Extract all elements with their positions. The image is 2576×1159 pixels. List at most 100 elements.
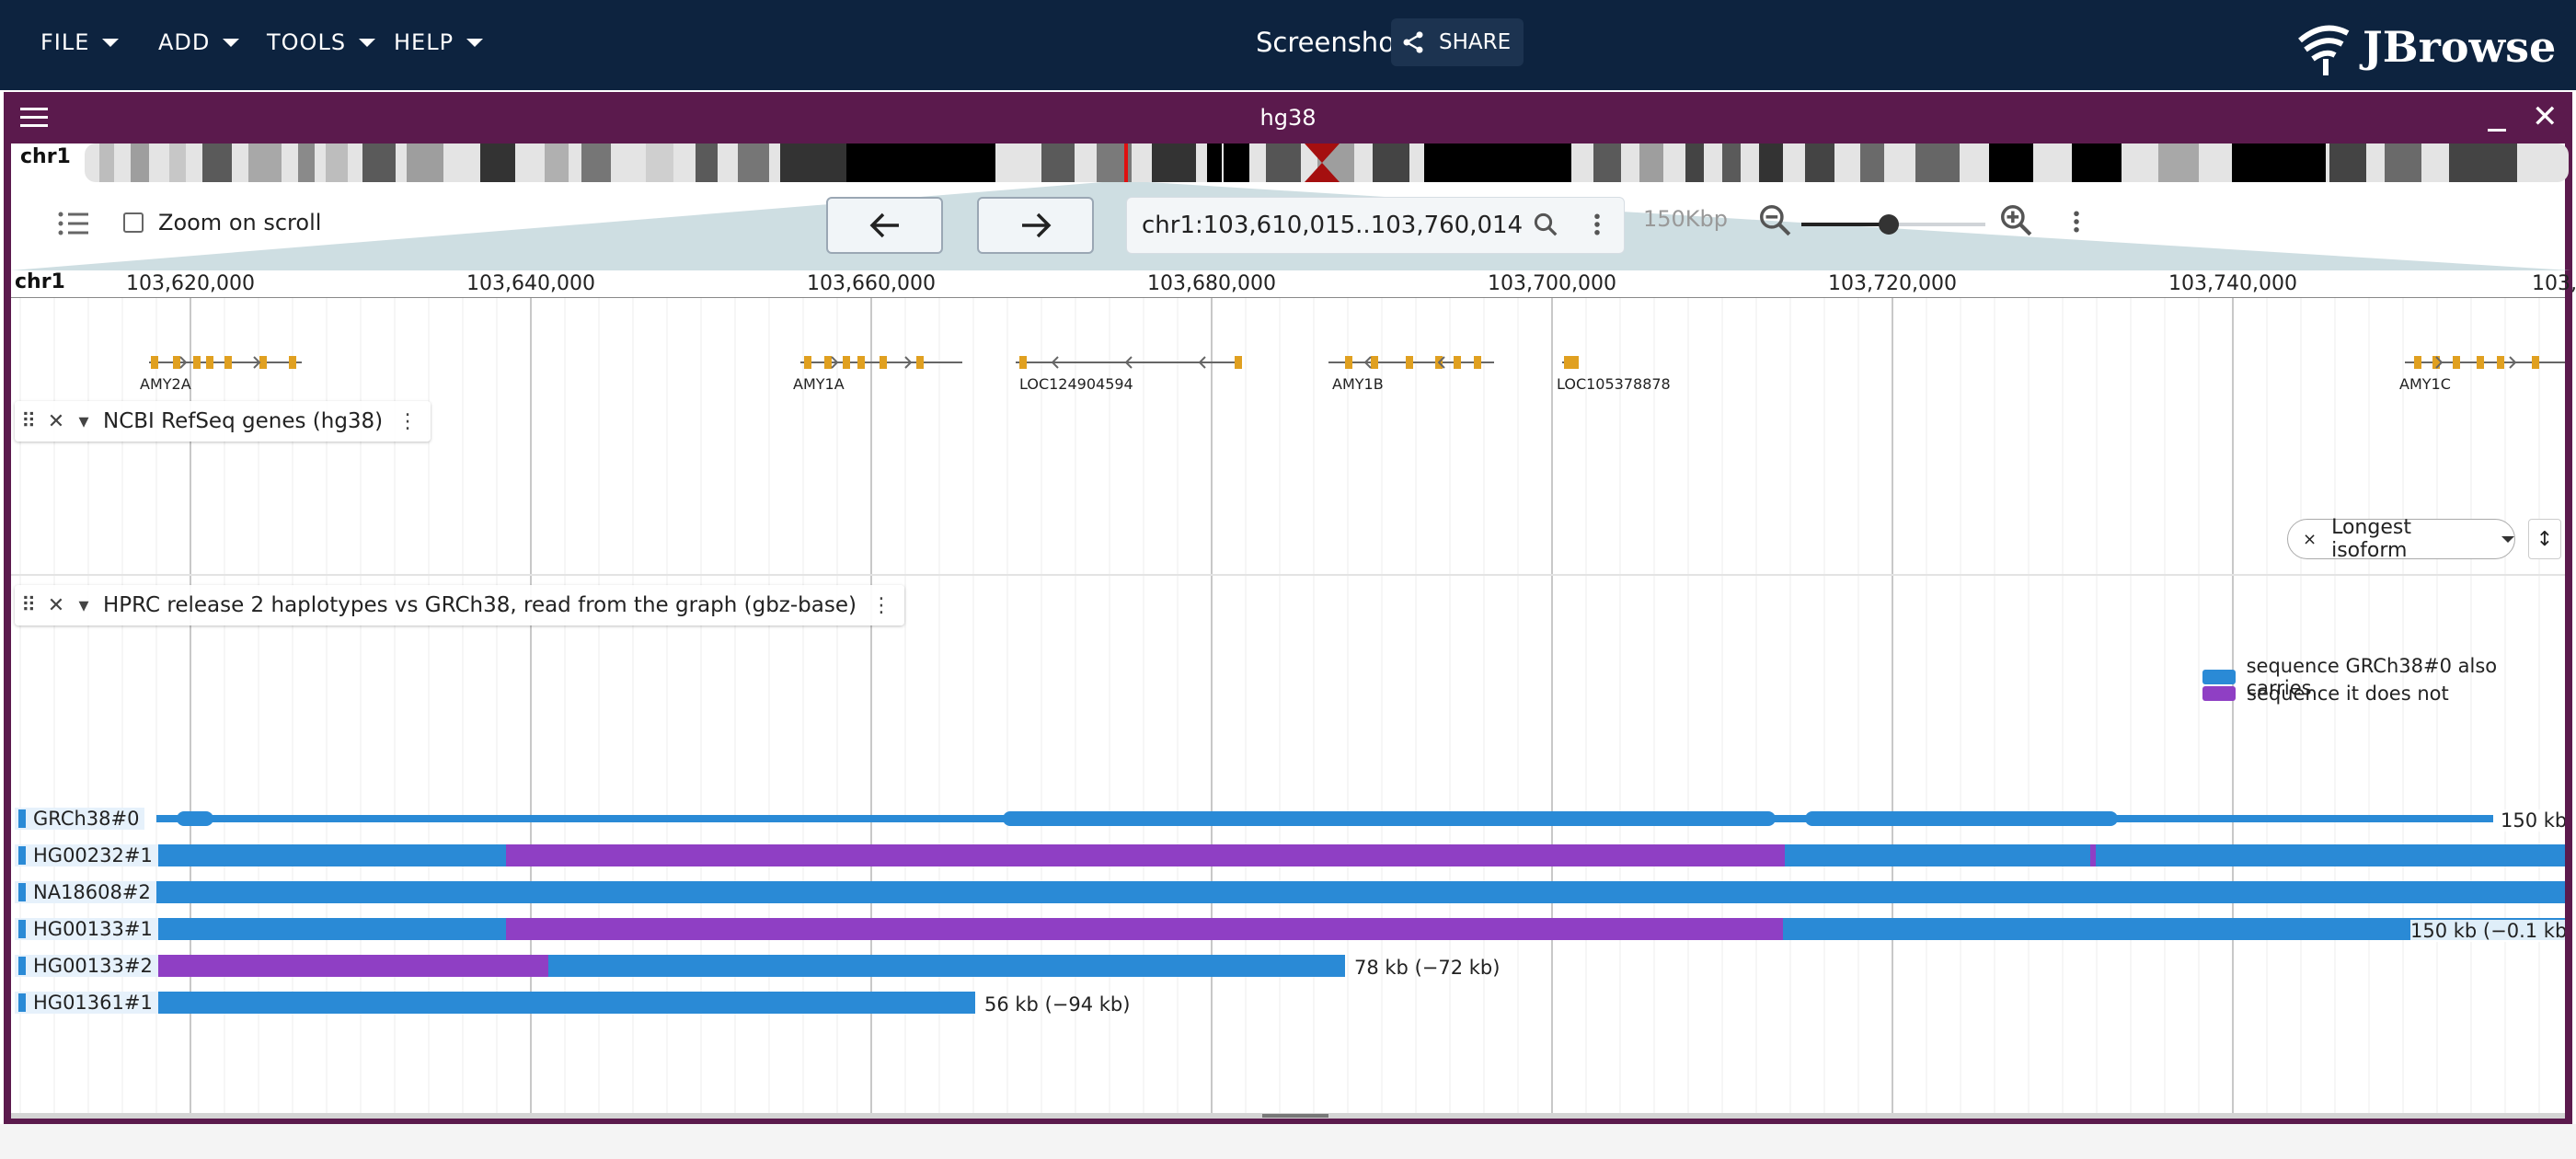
haplotype-label[interactable]: NA18608#2: [15, 881, 156, 903]
haplotype-track-label: ⠿ ✕ ▾ HPRC release 2 haplotypes vs GRCh3…: [15, 585, 904, 625]
gene-label: AMY1C: [2399, 375, 2451, 393]
gene-exon: [857, 356, 865, 369]
pan-right-button[interactable]: [977, 197, 1094, 254]
menu-file[interactable]: FILE: [40, 0, 120, 85]
menu-add[interactable]: ADD: [158, 0, 240, 85]
ideogram-band: [362, 143, 396, 182]
view-more-icon[interactable]: [2063, 208, 2090, 235]
gene-strand-arrow: [2509, 356, 2517, 369]
zoom-slider-thumb[interactable]: [1879, 214, 1899, 235]
track-height-button[interactable]: ↕: [2528, 519, 2561, 559]
haplotype-segment: [548, 955, 1345, 977]
track-separator: [11, 574, 2565, 576]
close-track-icon[interactable]: ✕: [47, 593, 65, 617]
chevron-down-icon: [466, 38, 484, 47]
menu-file-label: FILE: [40, 29, 90, 55]
ideogram-band: [1722, 143, 1741, 182]
ideogram-band: [846, 143, 995, 182]
ideogram-band: [696, 143, 718, 182]
coordinate-ruler[interactable]: chr1 103,620,000 103,640,000 103,660,000…: [11, 270, 2576, 298]
drag-handle-icon[interactable]: ⠿: [20, 593, 37, 617]
menu-tools-label: TOOLS: [267, 29, 347, 55]
legend-label: sequence GRCh38#0 also carries: [2246, 655, 2498, 699]
ideogram-band: [1805, 143, 1834, 182]
ideogram-band: [738, 143, 769, 182]
gene-strand-arrow: [1198, 356, 1206, 369]
drag-handle-icon[interactable]: ⠿: [20, 409, 37, 433]
haplotype-label[interactable]: HG00232#1: [15, 844, 158, 866]
zoom-in-icon[interactable]: [1998, 202, 2033, 237]
zoom-on-scroll-label: Zoom on scroll: [158, 210, 322, 235]
chevron-down-icon[interactable]: ▾: [78, 409, 89, 433]
ideogram-band: [1989, 143, 2033, 182]
search-icon[interactable]: [1532, 211, 1559, 238]
haplotype-segment: [1805, 811, 2118, 826]
gene-exon: [2432, 356, 2440, 369]
haplotype-segment: [1785, 844, 2090, 866]
zoom-out-icon[interactable]: [1757, 202, 1792, 237]
ideogram-band: [1207, 143, 1222, 182]
close-view-icon[interactable]: ✕: [2532, 98, 2559, 135]
haplotype-length: 150 kb: [2501, 809, 2565, 832]
haplotype-track-name: HPRC release 2 haplotypes vs GRCh38, rea…: [103, 593, 857, 617]
app-bar: FILE ADD TOOLS HELP Screenshot SHARE JBr…: [0, 0, 2576, 90]
close-track-icon[interactable]: ✕: [47, 409, 65, 433]
haplotype-segment: [156, 918, 506, 940]
gene-track-canvas[interactable]: [11, 298, 2565, 482]
minimize-icon[interactable]: [2488, 129, 2506, 132]
zoom-slider[interactable]: [1801, 214, 1985, 235]
menu-help[interactable]: HELP: [394, 0, 484, 85]
pan-left-button[interactable]: [826, 197, 943, 254]
haplotype-label[interactable]: HG00133#2: [15, 955, 158, 977]
haplotype-label[interactable]: HG01361#1: [15, 992, 158, 1014]
chromosome-ideogram[interactable]: [85, 143, 2569, 182]
gene-exon: [916, 356, 924, 369]
gene-exon: [206, 356, 213, 369]
gene-exon: [2532, 356, 2539, 369]
gene-label: AMY2A: [140, 375, 191, 393]
haplotype-label[interactable]: HG00133#1: [15, 918, 158, 940]
zoom-on-scroll-checkbox[interactable]: [123, 212, 144, 233]
gene-label: AMY1A: [793, 375, 845, 393]
gene-exon: [804, 356, 811, 369]
isoform-select[interactable]: ⨯ Longest isoform: [2287, 516, 2515, 562]
gene-exon: [1371, 356, 1378, 369]
view-resize-handle[interactable]: [11, 1113, 2565, 1119]
track-selector-icon[interactable]: [57, 210, 90, 237]
more-vert-icon[interactable]: [1583, 211, 1611, 238]
view-menu-icon[interactable]: [20, 108, 48, 128]
centromere-marker: [1305, 163, 1340, 182]
chevron-down-icon[interactable]: ▾: [78, 593, 89, 617]
arrow-right-icon: [1021, 212, 1051, 238]
share-button[interactable]: SHARE: [1391, 18, 1524, 66]
ideogram-band: [1373, 143, 1409, 182]
location-search-input[interactable]: chr1:103,610,015..103,760,014: [1126, 197, 1625, 254]
ideogram-band: [1759, 143, 1783, 182]
haplotype-segment: [1003, 811, 1776, 826]
ideogram-band: [480, 143, 515, 182]
bp-per-view-label: 150Kbp: [1643, 206, 1729, 232]
haplotype-label[interactable]: GRCh38#0: [15, 808, 145, 830]
gene-exon: [259, 356, 267, 369]
gene-exon: [824, 356, 832, 369]
ideogram-band: [1424, 143, 1571, 182]
haplotype-segment: [177, 811, 213, 826]
gene-track-name: NCBI RefSeq genes (hg38): [103, 409, 384, 433]
gene-label: AMY1B: [1332, 375, 1384, 393]
ideogram-band: [2232, 143, 2326, 182]
ideogram-band: [1152, 143, 1196, 182]
track-menu-icon[interactable]: ⋮: [397, 409, 419, 433]
haplotype-canvas[interactable]: [11, 795, 2565, 1071]
track-menu-icon[interactable]: ⋮: [870, 593, 891, 617]
ideogram-band: [169, 143, 186, 182]
gene-strand-arrow: [2435, 356, 2444, 369]
view-header: hg38 ✕: [4, 92, 2572, 143]
gene-exon: [289, 356, 296, 369]
zoom-on-scroll-toggle[interactable]: Zoom on scroll: [123, 210, 321, 235]
overview-chromosome-label: chr1: [20, 145, 71, 168]
ideogram-band: [202, 143, 232, 182]
screenshot-label: Screenshot: [1256, 27, 1406, 58]
ruler-chromosome: chr1: [15, 270, 65, 293]
menu-tools[interactable]: TOOLS: [267, 0, 376, 85]
haplotype-segment: [156, 844, 506, 866]
